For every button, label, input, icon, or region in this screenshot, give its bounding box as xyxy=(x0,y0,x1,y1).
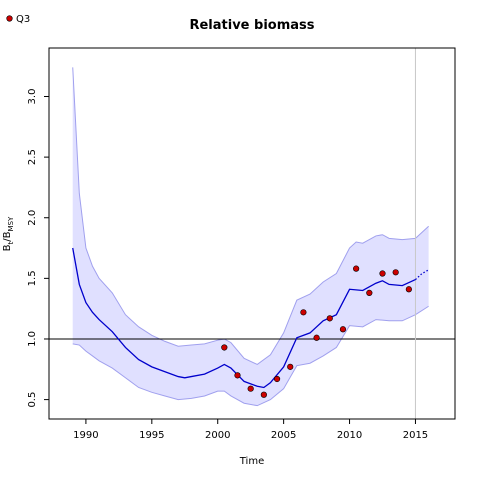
q3-point xyxy=(353,265,360,272)
x-tick-label: 1990 xyxy=(73,430,98,441)
plot-frame xyxy=(48,47,456,420)
y-axis-title-msy: MSY xyxy=(7,216,15,231)
x-tick-label: 2005 xyxy=(271,430,296,441)
x-tick-label: 2015 xyxy=(403,430,428,441)
y-axis-title-b: B xyxy=(2,244,13,251)
q3-point xyxy=(366,289,373,297)
q3-point xyxy=(339,326,347,333)
confidence-band-lower-line xyxy=(72,305,429,407)
q3-point xyxy=(392,269,399,276)
x-axis: 1990 1995 2000 2005 2010 2015 xyxy=(73,419,428,441)
q3-point xyxy=(287,363,294,370)
y-tick-label: 3.0 xyxy=(27,89,38,105)
q3-point xyxy=(247,385,254,392)
q3-point xyxy=(300,309,307,316)
y-axis: 0.5 1.0 1.5 2.0 2.5 3.0 xyxy=(27,89,49,408)
y-tick-label: 2.5 xyxy=(27,149,38,165)
chart-title: Relative biomass xyxy=(189,18,314,33)
q3-point xyxy=(221,344,228,351)
x-tick-label: 2010 xyxy=(337,430,362,441)
estimate-line-layer xyxy=(72,247,429,389)
legend-q3-label: Q3 xyxy=(16,14,30,25)
confidence-band-layer xyxy=(72,67,429,407)
y-tick-label: 0.5 xyxy=(27,392,38,408)
svg-text:Bt/BMSY: Bt/BMSY xyxy=(2,216,15,251)
x-axis-title: Time xyxy=(239,456,264,467)
q3-point xyxy=(326,315,333,322)
estimate-line xyxy=(72,247,416,389)
y-tick-label: 1.0 xyxy=(27,331,38,347)
reference-lines-layer xyxy=(49,48,455,419)
x-tick-label: 1995 xyxy=(139,430,164,441)
x-tick-label: 2000 xyxy=(205,430,230,441)
legend-q3-marker xyxy=(6,15,13,22)
observation-points-layer xyxy=(221,265,412,398)
q3-point xyxy=(405,286,412,293)
y-tick-label: 1.5 xyxy=(27,270,38,286)
y-tick-label: 2.0 xyxy=(27,210,38,226)
y-axis-title-slash: /B xyxy=(2,231,13,241)
q3-point xyxy=(379,270,386,277)
q3-point xyxy=(234,372,241,379)
y-axis-title-t: t xyxy=(7,241,15,244)
q3-point xyxy=(273,375,281,383)
confidence-band-upper-line xyxy=(72,67,429,366)
q3-point xyxy=(260,391,267,398)
y-axis-title: Bt/BMSY xyxy=(2,216,15,251)
q3-point xyxy=(313,334,320,341)
confidence-band xyxy=(72,67,429,406)
legend: Q3 xyxy=(6,14,30,25)
